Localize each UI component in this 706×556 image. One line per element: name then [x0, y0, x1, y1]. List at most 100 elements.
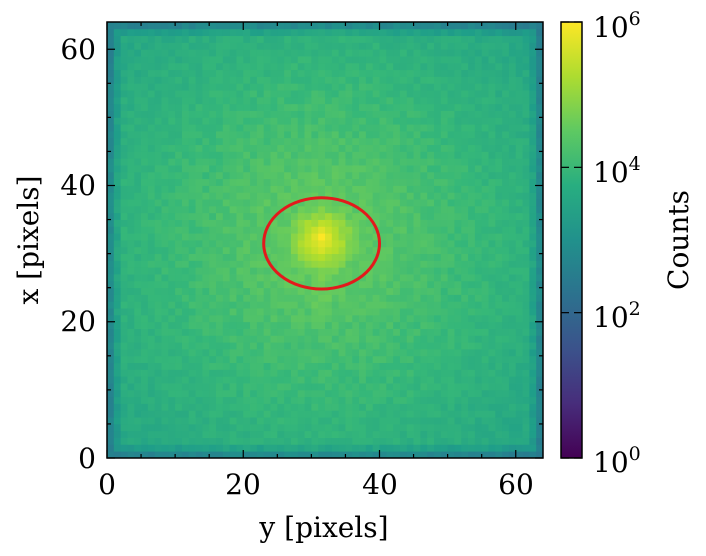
heatmap-cell	[522, 267, 530, 275]
heatmap-cell	[243, 62, 251, 71]
heatmap-cell	[365, 396, 374, 404]
heatmap-cell	[502, 301, 510, 309]
heatmap-cell	[522, 369, 530, 377]
heatmap-cell	[127, 22, 135, 30]
heatmap-cell	[188, 314, 196, 323]
heatmap-cell	[420, 294, 428, 302]
heatmap-cell	[236, 233, 244, 241]
heatmap-cell	[250, 280, 258, 289]
heatmap-cell	[250, 308, 258, 316]
heatmap-cell	[263, 110, 271, 118]
heatmap-cell	[454, 308, 462, 316]
heatmap-cell	[413, 396, 421, 404]
heatmap-cell	[468, 417, 476, 425]
heatmap-cell	[434, 444, 442, 452]
heatmap-cell	[154, 287, 162, 295]
heatmap-cell	[107, 274, 115, 282]
heatmap-cell	[304, 362, 312, 370]
heatmap-cell	[181, 226, 190, 234]
heatmap-cell	[127, 260, 135, 268]
heatmap-cell	[515, 355, 523, 364]
heatmap-cell	[243, 369, 251, 377]
heatmap-cell	[454, 410, 462, 418]
heatmap-cell	[413, 35, 421, 43]
heatmap-cell	[270, 423, 278, 432]
heatmap-cell	[481, 185, 489, 193]
heatmap-cell	[515, 90, 523, 98]
heatmap-cell	[311, 35, 319, 43]
heatmap-cell	[529, 233, 537, 241]
heatmap-cell	[311, 335, 319, 343]
heatmap-cell	[359, 158, 367, 166]
heatmap-cell	[468, 389, 476, 398]
heatmap-cell	[522, 246, 530, 255]
heatmap-cell	[461, 280, 469, 289]
heatmap-cell	[270, 219, 278, 227]
heatmap-cell	[297, 301, 305, 309]
heatmap-cell	[413, 178, 421, 186]
heatmap-cell	[461, 314, 469, 323]
heatmap-cell	[447, 83, 455, 91]
heatmap-cell	[522, 226, 530, 234]
heatmap-cell	[461, 355, 469, 364]
heatmap-cell	[141, 131, 149, 139]
heatmap-cell	[427, 110, 435, 118]
heatmap-cell	[468, 280, 476, 289]
heatmap-cell	[468, 396, 476, 404]
heatmap-cell	[461, 423, 469, 432]
heatmap-cell	[229, 158, 237, 166]
heatmap-cell	[331, 56, 340, 64]
heatmap-cell	[120, 96, 128, 105]
heatmap-cell	[270, 321, 278, 329]
heatmap-cell	[325, 410, 333, 418]
heatmap-cell	[386, 240, 394, 248]
heatmap-cell	[359, 389, 367, 398]
heatmap-cell	[427, 376, 435, 384]
heatmap-cell	[359, 349, 367, 357]
heatmap-cell	[359, 185, 367, 193]
heatmap-cell	[365, 451, 374, 459]
heatmap-cell	[256, 301, 265, 309]
heatmap-cell	[263, 144, 271, 152]
heatmap-cell	[454, 212, 462, 220]
heatmap-cell	[209, 328, 217, 336]
heatmap-cell	[236, 451, 244, 459]
heatmap-cell	[495, 444, 503, 452]
heatmap-cell	[209, 246, 217, 255]
heatmap-cell	[311, 96, 319, 105]
heatmap-cell	[447, 205, 455, 214]
heatmap-cell	[256, 137, 265, 146]
heatmap-cell	[297, 403, 305, 411]
heatmap-cell	[440, 437, 449, 445]
heatmap-cell	[120, 124, 128, 132]
heatmap-cell	[427, 417, 435, 425]
heatmap-cell	[297, 430, 305, 438]
heatmap-cell	[352, 430, 360, 438]
heatmap-cell	[277, 335, 285, 343]
heatmap-cell	[468, 144, 476, 152]
heatmap-cell	[107, 90, 115, 98]
heatmap-cell	[263, 42, 271, 50]
heatmap-cell	[107, 226, 115, 234]
heatmap-cell	[536, 349, 544, 357]
heatmap-cell	[222, 389, 231, 398]
heatmap-cell	[488, 90, 496, 98]
heatmap-cell	[250, 76, 258, 84]
heatmap-cell	[107, 280, 115, 289]
heatmap-cell	[127, 396, 135, 404]
heatmap-cell	[359, 124, 367, 132]
heatmap-cell	[488, 308, 496, 316]
heatmap-cell	[481, 212, 489, 220]
heatmap-cell	[127, 308, 135, 316]
heatmap-cell	[522, 396, 530, 404]
heatmap-cell	[154, 69, 162, 77]
heatmap-cell	[488, 321, 496, 329]
heatmap-cell	[107, 240, 115, 248]
heatmap-cell	[175, 430, 183, 438]
heatmap-cell	[502, 240, 510, 248]
heatmap-cell	[120, 430, 128, 438]
heatmap-cell	[372, 451, 380, 459]
heatmap-cell	[209, 253, 217, 261]
heatmap-cell	[263, 117, 271, 125]
heatmap-cell	[127, 137, 135, 146]
